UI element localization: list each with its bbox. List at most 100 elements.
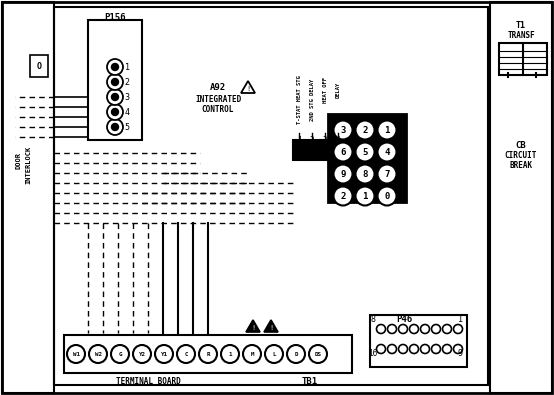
Circle shape: [356, 143, 375, 162]
Text: 2: 2: [340, 192, 346, 201]
Text: 1: 1: [297, 135, 301, 145]
Text: 0: 0: [384, 192, 389, 201]
Text: 1: 1: [458, 316, 463, 325]
Circle shape: [398, 344, 408, 354]
Text: 6: 6: [340, 147, 346, 156]
Text: Y1: Y1: [161, 352, 167, 357]
Circle shape: [334, 143, 352, 162]
Circle shape: [199, 345, 217, 363]
Bar: [2, 2, 54, 393]
Text: CONTROL: CONTROL: [202, 105, 234, 113]
Circle shape: [67, 345, 85, 363]
Bar: [370, 315, 467, 367]
Circle shape: [409, 344, 418, 354]
Bar: [293, 140, 304, 160]
Text: BREAK: BREAK: [510, 160, 532, 169]
Text: INTEGRATED: INTEGRATED: [195, 94, 241, 103]
Circle shape: [377, 143, 397, 162]
Circle shape: [265, 345, 283, 363]
Circle shape: [377, 344, 386, 354]
Circle shape: [111, 64, 119, 70]
Text: P46: P46: [396, 316, 412, 325]
Text: CB: CB: [516, 141, 526, 149]
Text: 9: 9: [340, 169, 346, 179]
Text: 2: 2: [125, 77, 130, 87]
Text: !: !: [269, 325, 273, 331]
Bar: [332, 140, 343, 160]
Text: 9: 9: [458, 348, 463, 357]
Text: G: G: [118, 352, 122, 357]
Text: 7: 7: [384, 169, 389, 179]
Polygon shape: [246, 320, 260, 332]
Circle shape: [111, 109, 119, 115]
Text: 3: 3: [340, 126, 346, 135]
Text: O: O: [37, 62, 42, 70]
Circle shape: [334, 186, 352, 205]
Circle shape: [155, 345, 173, 363]
Circle shape: [377, 325, 386, 333]
Text: P58: P58: [300, 154, 316, 162]
Text: 4: 4: [125, 107, 130, 117]
Text: M: M: [250, 352, 254, 357]
Circle shape: [377, 120, 397, 139]
Circle shape: [177, 345, 195, 363]
Text: Y2: Y2: [138, 352, 146, 357]
Text: 2: 2: [310, 135, 314, 145]
Text: TRANSF: TRANSF: [507, 30, 535, 40]
Text: 1: 1: [125, 62, 130, 71]
Text: 1: 1: [362, 192, 368, 201]
Circle shape: [356, 120, 375, 139]
Text: !: !: [251, 325, 255, 331]
Circle shape: [387, 325, 397, 333]
Circle shape: [387, 344, 397, 354]
Text: TB1: TB1: [302, 376, 318, 386]
Text: 2ND STG DELAY: 2ND STG DELAY: [310, 79, 315, 121]
Text: HEAT OFF: HEAT OFF: [322, 77, 327, 103]
Text: 4: 4: [384, 147, 389, 156]
Text: 4: 4: [336, 135, 340, 145]
Circle shape: [420, 344, 429, 354]
Circle shape: [111, 79, 119, 85]
Text: CIRCUIT: CIRCUIT: [505, 150, 537, 160]
Circle shape: [107, 119, 123, 135]
Text: T1: T1: [516, 21, 526, 30]
Circle shape: [107, 74, 123, 90]
Text: D: D: [294, 352, 297, 357]
Text: P156: P156: [104, 13, 126, 21]
Text: 3: 3: [125, 92, 130, 102]
Circle shape: [356, 186, 375, 205]
Text: 8: 8: [362, 169, 368, 179]
Circle shape: [334, 164, 352, 184]
Circle shape: [334, 120, 352, 139]
Circle shape: [89, 345, 107, 363]
Circle shape: [454, 344, 463, 354]
Text: L: L: [272, 352, 276, 357]
Text: DELAY: DELAY: [336, 82, 341, 98]
Circle shape: [420, 325, 429, 333]
Text: W2: W2: [95, 352, 101, 357]
Circle shape: [243, 345, 261, 363]
Text: DS: DS: [315, 352, 321, 357]
Bar: [490, 2, 552, 393]
Bar: [88, 20, 142, 140]
Text: INTERLOCK: INTERLOCK: [25, 146, 31, 184]
Circle shape: [133, 345, 151, 363]
Circle shape: [443, 344, 452, 354]
Circle shape: [111, 345, 129, 363]
Bar: [319, 140, 330, 160]
Text: DOOR: DOOR: [15, 152, 21, 169]
Text: W1: W1: [73, 352, 80, 357]
Circle shape: [107, 59, 123, 75]
Circle shape: [409, 325, 418, 333]
Text: 16: 16: [368, 348, 378, 357]
Circle shape: [377, 186, 397, 205]
Text: 2: 2: [362, 126, 368, 135]
Text: 1: 1: [384, 126, 389, 135]
Text: 5: 5: [362, 147, 368, 156]
Bar: [64, 335, 352, 373]
Circle shape: [356, 164, 375, 184]
Polygon shape: [264, 320, 278, 332]
Text: 5: 5: [125, 122, 130, 132]
Circle shape: [111, 124, 119, 130]
Circle shape: [107, 104, 123, 120]
